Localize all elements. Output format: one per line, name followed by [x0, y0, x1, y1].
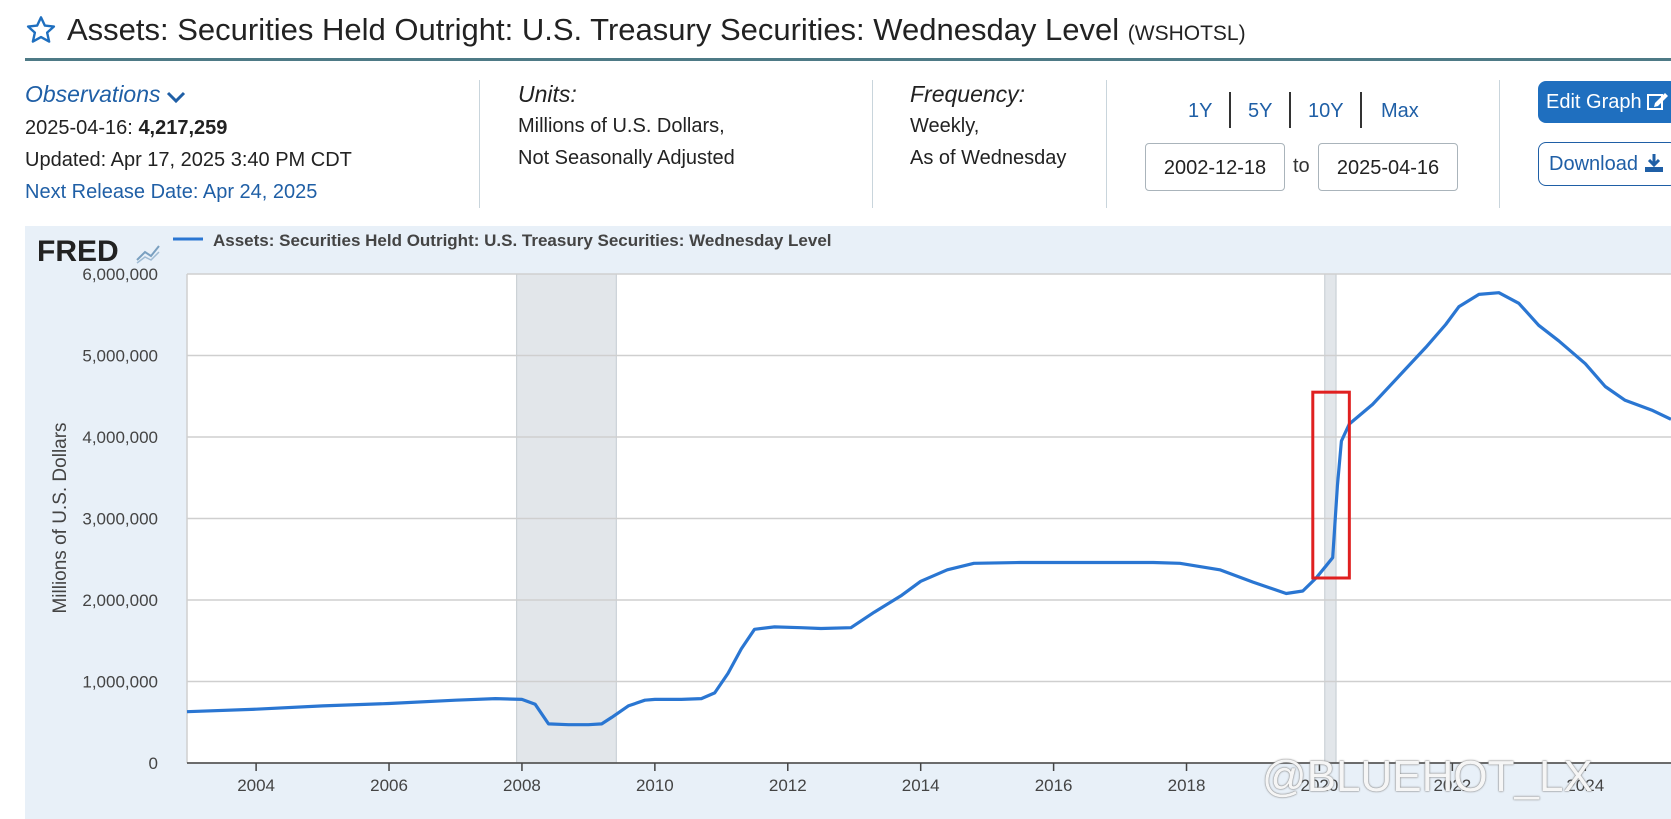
divider [872, 80, 873, 208]
series-title: Assets: Securities Held Outright: U.S. T… [67, 12, 1120, 47]
next-release-link[interactable]: Next Release Date: Apr 24, 2025 [25, 181, 318, 203]
units-label: Units: [518, 81, 577, 107]
observation-value: 4,217,259 [138, 117, 228, 139]
divider [1499, 80, 1500, 208]
observations-panel: Observations 2025-04-16: 4,217,259 Updat… [25, 78, 352, 208]
range-max-button[interactable]: Max [1381, 100, 1419, 122]
y-tick-label: 5,000,000 [82, 347, 158, 366]
units-line1: Millions of U.S. Dollars, [518, 115, 725, 137]
fred-logo-text: FRED [37, 235, 119, 268]
range-1y-button[interactable]: 1Y [1188, 100, 1213, 122]
x-tick-label: 2020 [1301, 776, 1339, 795]
frequency-line1: Weekly, [910, 115, 980, 137]
divider [1229, 92, 1231, 128]
x-tick-label: 2018 [1168, 776, 1206, 795]
legend-label: Assets: Securities Held Outright: U.S. T… [213, 231, 832, 250]
y-tick-label: 6,000,000 [82, 265, 158, 284]
y-tick-label: 3,000,000 [82, 510, 158, 529]
range-10y-button[interactable]: 10Y [1308, 100, 1344, 122]
line-chart[interactable]: FRED Assets: Securities Held Outright: U… [25, 226, 1671, 819]
page-title: Assets: Securities Held Outright: U.S. T… [67, 12, 1246, 48]
x-tick-label: 2010 [636, 776, 674, 795]
fred-logo: FRED [37, 235, 160, 268]
y-tick-label: 4,000,000 [82, 428, 158, 447]
x-tick-label: 2014 [902, 776, 940, 795]
observations-toggle[interactable]: Observations [25, 78, 352, 112]
x-tick-label: 2006 [370, 776, 408, 795]
download-icon [1644, 154, 1663, 172]
title-row: Assets: Securities Held Outright: U.S. T… [25, 8, 1665, 58]
divider [1106, 80, 1107, 208]
download-button[interactable]: Download [1538, 142, 1671, 186]
updated-text: Updated: Apr 17, 2025 3:40 PM CDT [25, 149, 352, 171]
divider [1360, 92, 1362, 128]
frequency-panel: Frequency: Weekly, As of Wednesday [910, 78, 1066, 174]
star-icon[interactable] [25, 14, 57, 46]
x-tick-label: 2016 [1035, 776, 1073, 795]
y-axis-label: Millions of U.S. Dollars [50, 422, 71, 613]
start-date-input[interactable]: 2002-12-18 [1145, 143, 1285, 191]
units-line2: Not Seasonally Adjusted [518, 147, 735, 169]
download-label: Download [1549, 153, 1638, 175]
fred-logo-chart-icon [136, 245, 160, 261]
observations-label: Observations [25, 81, 161, 107]
series-id: (WSHOTSL) [1127, 22, 1246, 45]
edit-graph-label: Edit Graph [1546, 91, 1642, 113]
x-tick-label: 2008 [503, 776, 541, 795]
units-panel: Units: Millions of U.S. Dollars, Not Sea… [518, 78, 735, 174]
divider [1289, 92, 1291, 128]
fred-logo-chart-icon [136, 251, 160, 264]
to-label: to [1293, 155, 1310, 177]
title-divider [25, 58, 1671, 61]
y-tick-label: 1,000,000 [82, 673, 158, 692]
edit-icon [1647, 93, 1669, 110]
edit-graph-button[interactable]: Edit Graph [1538, 81, 1671, 123]
watermark: @BLUEHOT_LX [1262, 752, 1593, 801]
y-tick-label: 2,000,000 [82, 591, 158, 610]
x-tick-label: 2022 [1433, 776, 1471, 795]
divider [479, 80, 480, 208]
x-tick-label: 2024 [1566, 776, 1604, 795]
latest-observation: 2025-04-16: 4,217,259 [25, 112, 352, 144]
x-tick-label: 2004 [237, 776, 275, 795]
frequency-label: Frequency: [910, 81, 1026, 107]
chart-panel: FRED Assets: Securities Held Outright: U… [25, 226, 1671, 819]
series-line [186, 291, 1671, 727]
range-5y-button[interactable]: 5Y [1248, 100, 1273, 122]
y-tick-label: 0 [149, 754, 158, 773]
frequency-line2: As of Wednesday [910, 147, 1067, 169]
chevron-down-icon [167, 91, 186, 103]
end-date-input[interactable]: 2025-04-16 [1318, 143, 1458, 191]
highlight-box [1311, 390, 1351, 580]
observation-date: 2025-04-16: [25, 117, 133, 139]
x-tick-label: 2012 [769, 776, 807, 795]
